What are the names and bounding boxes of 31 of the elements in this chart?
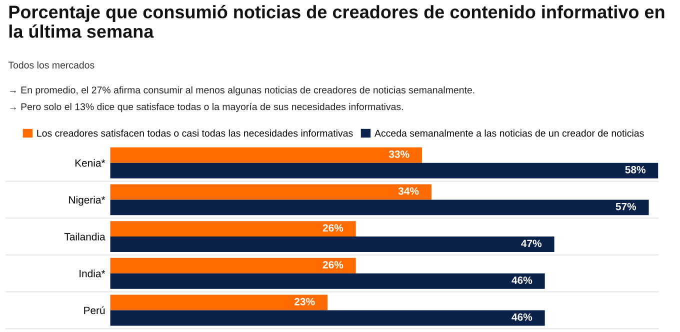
bar — [110, 184, 432, 200]
data-label: 26% — [322, 224, 344, 232]
data-label: 46% — [512, 313, 532, 321]
legend-label: Acceda semanalmente a las noticias de un creador de noticias — [374, 130, 644, 137]
data-label: 26% — [322, 261, 344, 268]
bar — [110, 258, 356, 274]
data-label: 58% — [625, 166, 646, 174]
chart-subtitle: Todos los mercados — [8, 61, 94, 69]
bar — [110, 221, 356, 237]
bar — [110, 147, 422, 163]
bar — [110, 236, 554, 252]
y-tick-label: India* — [80, 270, 106, 278]
bar — [110, 294, 328, 310]
chart-title: Porcentaje que consumió noticias de creadores de contenido informativo en la última semana — [9, 4, 664, 38]
data-label: 34% — [398, 187, 419, 195]
y-tick-label: Perú — [84, 306, 105, 314]
bar — [110, 310, 545, 326]
data-label: 47% — [521, 240, 542, 248]
data-label: 23% — [294, 298, 315, 306]
y-tick-label: Kenia* — [75, 159, 106, 167]
data-label: 33% — [388, 150, 410, 158]
bar — [110, 200, 649, 216]
text: → En promedio, el 27% afirma consumir al menos algunas noticias de creadores de noticias semanalmente. — [10, 86, 474, 96]
y-tick-label: Nigeria* — [69, 196, 106, 206]
bar — [110, 273, 545, 289]
y-tick-label: Tailandia — [64, 232, 106, 240]
data-label: 57% — [616, 202, 636, 210]
legend-label: Los creadores satisfacen todas o casi todas las necesidades informativas — [37, 130, 353, 137]
bar — [110, 162, 658, 178]
text: → Pero solo el 13% dice que satisface todas o la mayoría de sus necesidades informativas. — [10, 102, 403, 112]
data-label: 46% — [512, 276, 532, 284]
